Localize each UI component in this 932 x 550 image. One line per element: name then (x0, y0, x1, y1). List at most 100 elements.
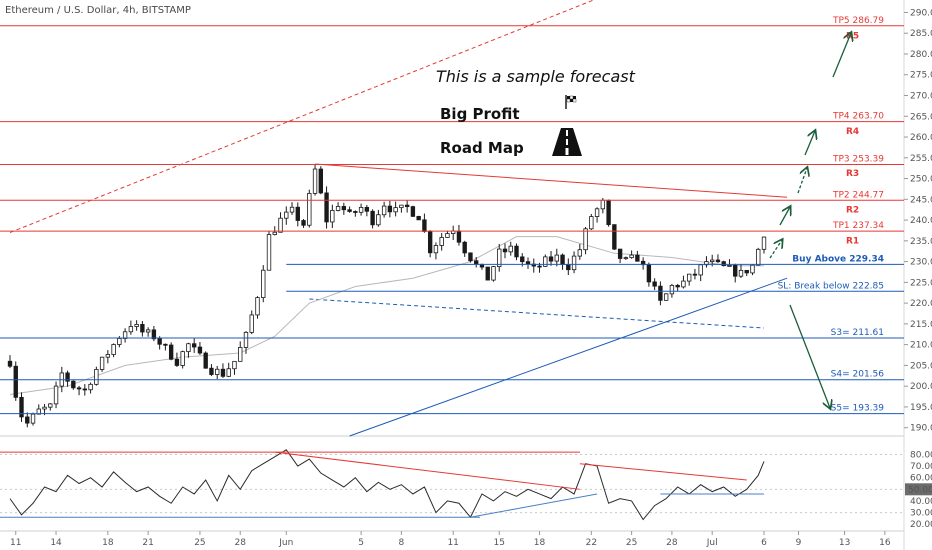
main-overlays (9, 0, 788, 437)
candle-up (278, 217, 283, 233)
candle-up (261, 269, 266, 298)
candle-down (612, 224, 617, 250)
trendline-blue-dashed-channel (309, 298, 765, 329)
candle-down (485, 266, 490, 281)
candle-up (243, 331, 249, 348)
candle-down (462, 241, 467, 254)
candle-up (399, 204, 404, 209)
price-tick-label: 205.00 (910, 361, 932, 371)
candle-up (128, 326, 134, 333)
time-tick-label: 28 (235, 538, 247, 548)
candle-down (76, 387, 82, 390)
candle-up (710, 259, 715, 262)
candle-up (600, 199, 606, 210)
price-tick-label: 220.00 (910, 299, 932, 309)
candle-down (456, 230, 462, 243)
candle-down (168, 344, 174, 360)
candle-up (232, 360, 237, 370)
candle-up (180, 351, 185, 366)
candle-down (25, 416, 30, 424)
candle-up (491, 266, 496, 281)
candle-down (203, 352, 208, 369)
candle-down (65, 372, 70, 382)
candle-down (474, 260, 479, 265)
candle-up (445, 233, 450, 238)
forecast-arrow (832, 33, 851, 78)
level-label: TP2 244.77 (832, 190, 884, 200)
candle-down (416, 215, 421, 221)
candle-up (669, 284, 675, 295)
candle-up (145, 329, 151, 333)
price-tick-label: 265.00 (910, 112, 932, 122)
time-tick-label: 6 (761, 538, 767, 548)
rsi-tick-label: 80.00 (910, 450, 932, 460)
candle-up (594, 208, 600, 217)
candle-down (370, 210, 375, 226)
candle-down (646, 264, 652, 283)
candle-up (756, 248, 761, 266)
candle-down (364, 207, 370, 212)
candle-down (606, 199, 611, 226)
candle-down (733, 265, 738, 277)
level-label: S5= 193.39 (831, 404, 885, 414)
candle-up (663, 293, 669, 301)
candle-up (698, 264, 703, 276)
price-tick-label: 275.00 (910, 71, 932, 81)
time-tick-label: 15 (494, 538, 505, 548)
time-tick-label: 5 (358, 538, 364, 548)
time-tick-label: 8 (399, 538, 405, 548)
candle-down (715, 259, 721, 263)
time-tick-label: Jun (278, 538, 293, 548)
candle-up (508, 245, 513, 253)
candle-up (134, 324, 139, 327)
candle-up (629, 254, 634, 259)
rsi-tick-label: 40.00 (910, 497, 932, 507)
candle-up (307, 192, 312, 226)
rsi-value-badge-label: 50.00 (908, 485, 932, 495)
candle-down (387, 205, 393, 213)
candle-up (88, 383, 93, 391)
candle-down (71, 380, 76, 389)
candle-up (577, 249, 583, 257)
candle-up (497, 248, 502, 268)
candle-down (301, 220, 306, 226)
candle-up (543, 256, 548, 267)
rsi-trendline-red (274, 451, 580, 490)
candle-down (692, 273, 698, 276)
time-tick-label: 21 (142, 538, 153, 548)
forecast-arrow (779, 207, 790, 226)
candle-down (520, 256, 525, 263)
symbol-title[interactable]: Ethereum / U.S. Dollar, 4h, BITSTAMP (5, 5, 191, 16)
rsi-tick-label: 30.00 (910, 509, 932, 519)
level-label: S3= 211.61 (831, 328, 884, 338)
rsi-tick-label: 70.00 (910, 462, 932, 472)
candle-up (272, 231, 277, 235)
candle-down (347, 209, 352, 212)
level-label: TP4 263.70 (832, 112, 884, 122)
candle-up (376, 214, 381, 226)
candle-down (468, 252, 473, 262)
candle-down (410, 206, 416, 217)
candle-up (249, 314, 254, 333)
candle-down (157, 338, 162, 345)
time-tick-label: 25 (626, 538, 637, 548)
candle-down (324, 192, 329, 223)
price-tick-label: 260.00 (910, 133, 932, 143)
candle-down (404, 204, 410, 208)
time-tick-label: 28 (666, 538, 678, 548)
time-tick-label: 11 (447, 538, 458, 548)
checkered-flag-icon (565, 95, 577, 109)
candle-down (675, 284, 680, 288)
candle-down (560, 254, 565, 265)
candle-down (140, 324, 145, 333)
candle-up (312, 168, 318, 194)
candle-up (335, 206, 341, 211)
candle-up (623, 257, 629, 260)
candle-up (686, 273, 692, 282)
candle-up (681, 280, 686, 288)
price-tick-label: 290.00 (910, 8, 932, 18)
price-axis: 190.00 195.00 200.00 205.00 210.00 215.00 220.… (904, 8, 932, 434)
